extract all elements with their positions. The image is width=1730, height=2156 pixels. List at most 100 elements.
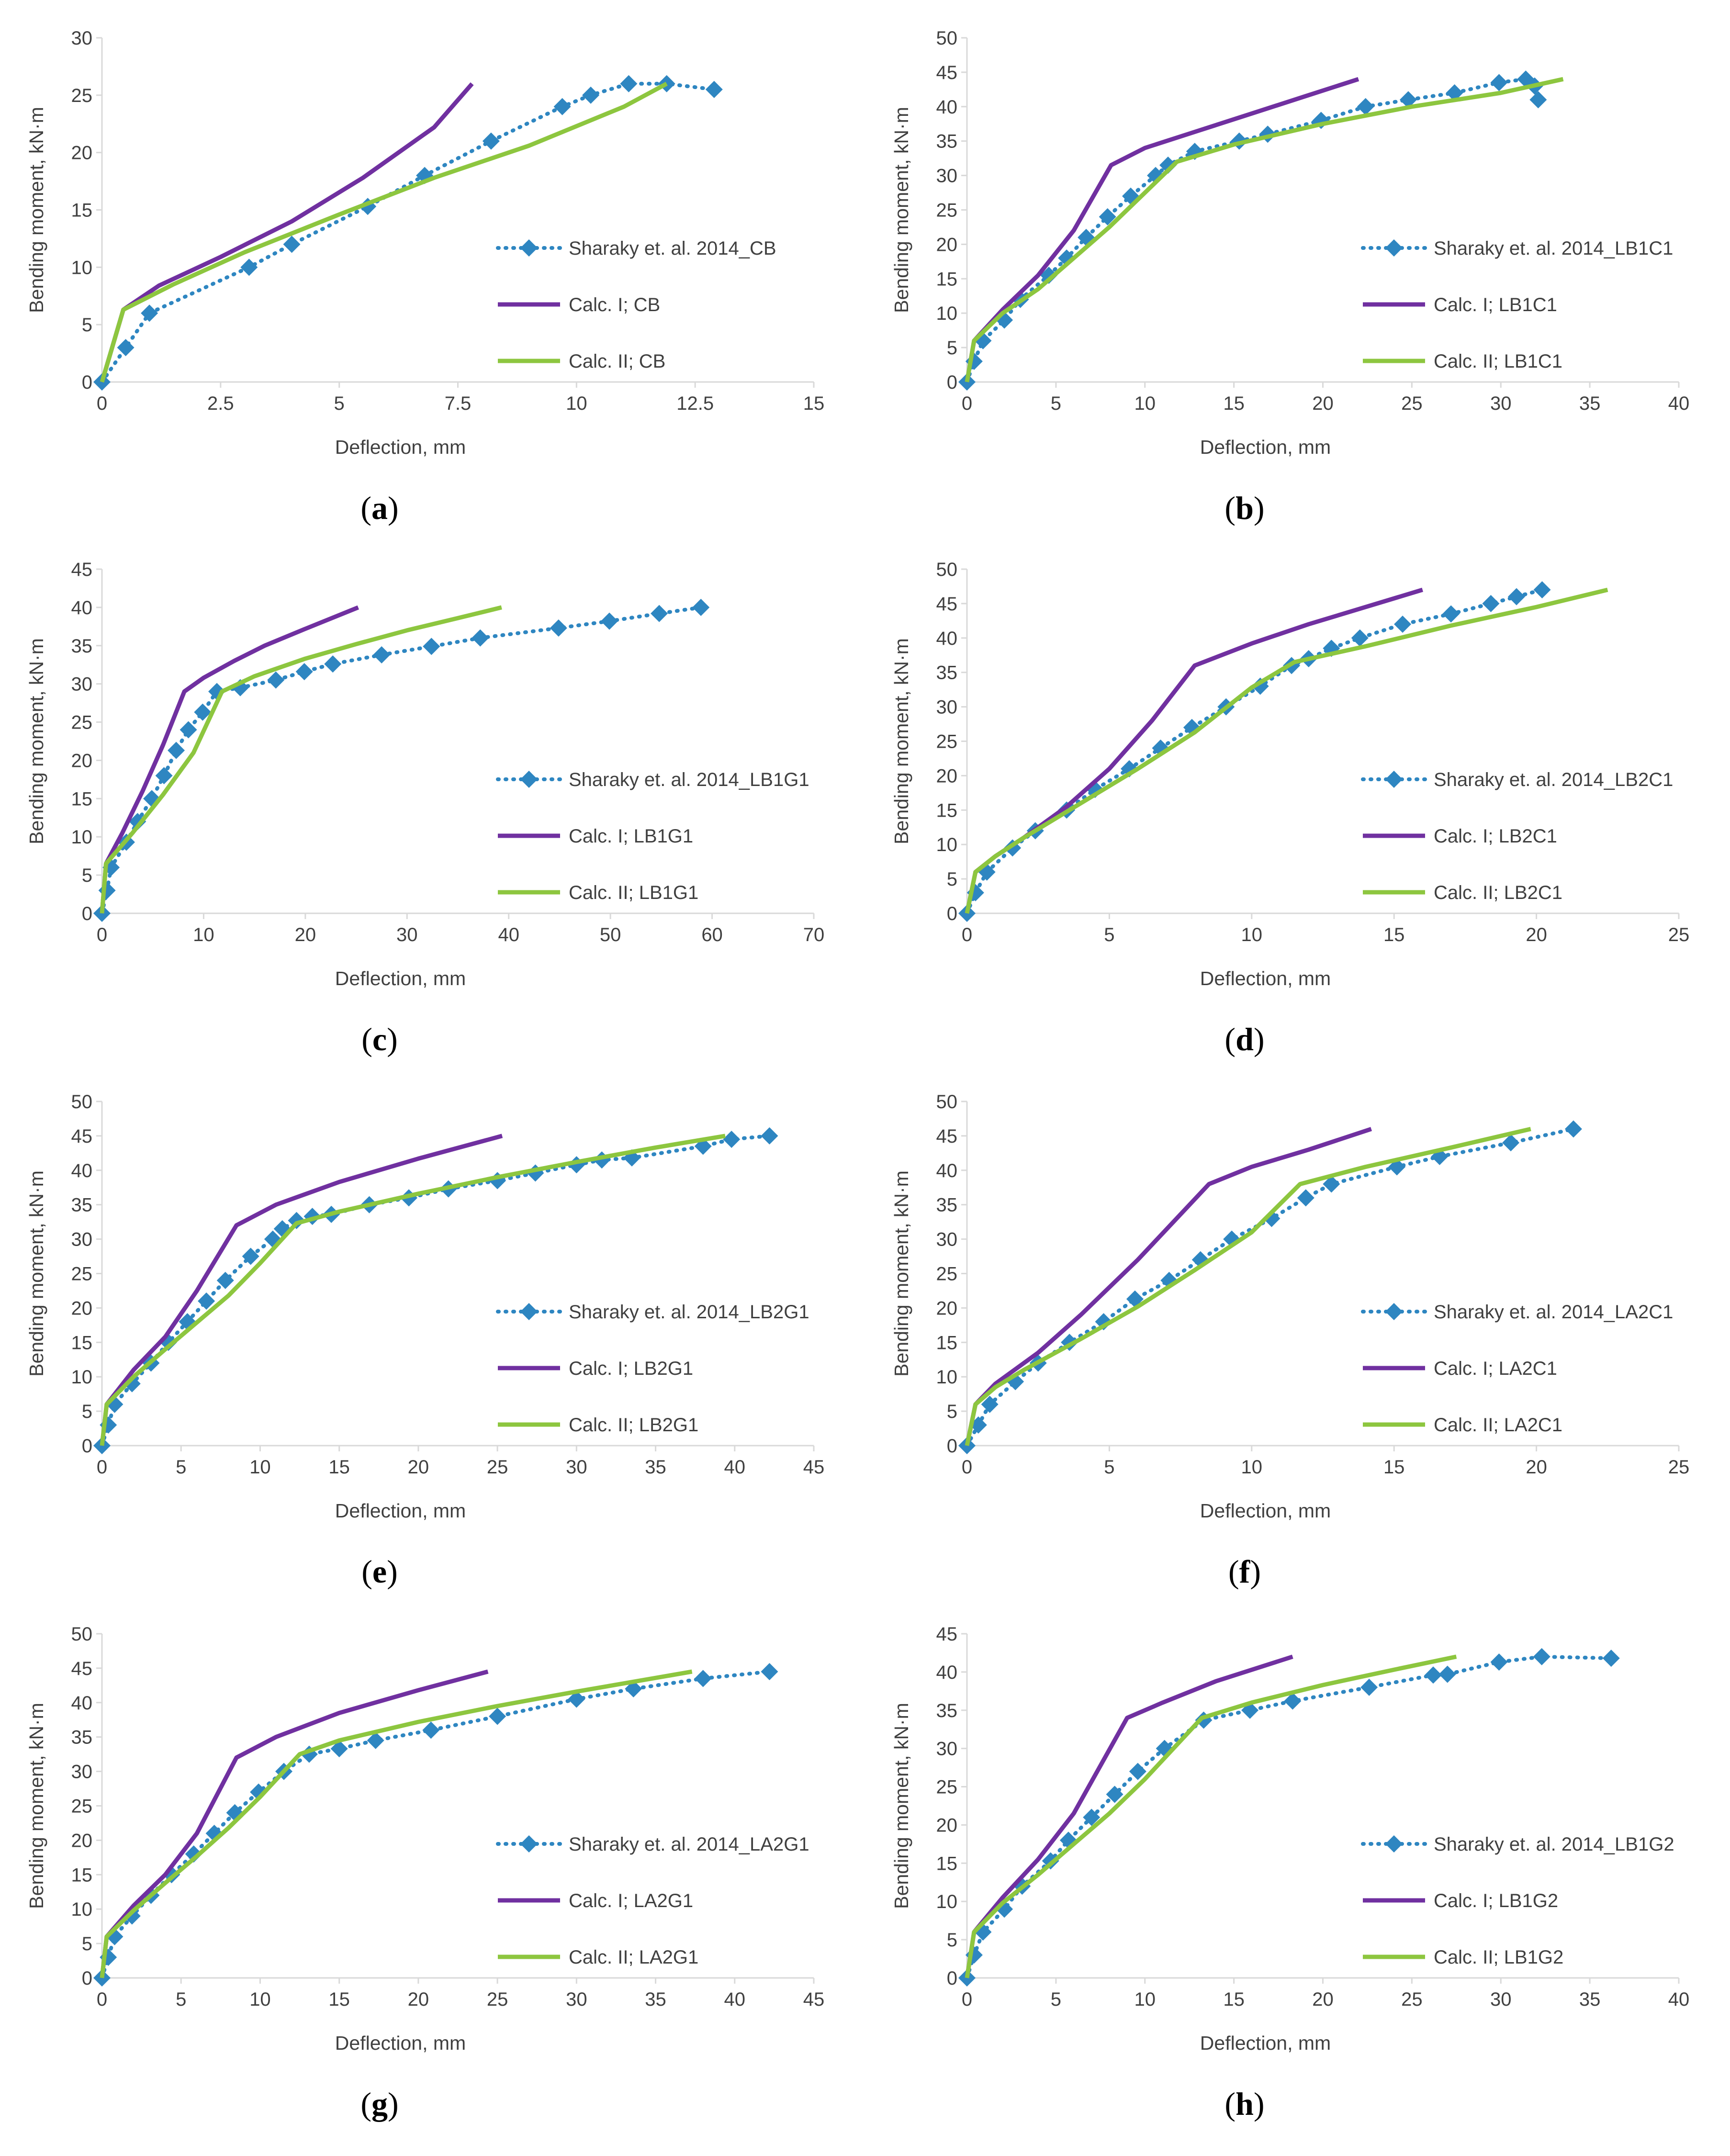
y-axis-title: Bending moment, kN·m: [25, 638, 47, 844]
y-tick-label: 35: [71, 636, 93, 657]
x-tick-label: 25: [1401, 393, 1423, 414]
series-line-calc1: [100, 605, 359, 914]
legend-entry: Calc. I; LB1C1: [1434, 294, 1557, 315]
chart-panel-c: 0 5 10 15 20 25 30 35 40 45 0 10 20 30 40 50 60 70 Deflect…: [0, 531, 865, 1060]
legend-entry: Calc. I; LB1G2: [1434, 1890, 1558, 1911]
y-tick-label: 20: [936, 1815, 958, 1836]
data-point-marker: [1564, 1120, 1582, 1138]
data-point-marker: [761, 1663, 778, 1681]
x-tick-label: 15: [1223, 1989, 1245, 2010]
y-tick-label: 35: [936, 663, 958, 684]
legend-entry: Calc. II; CB: [569, 351, 665, 372]
data-point-marker: [1191, 1251, 1209, 1269]
y-tick-label: 30: [71, 1229, 93, 1250]
x-tick-label: 70: [803, 924, 825, 945]
data-point-marker: [550, 619, 567, 637]
data-point-marker: [1121, 760, 1138, 778]
y-tick-label: 40: [936, 1662, 958, 1683]
y-tick-label: 25: [71, 1264, 93, 1285]
data-point-marker: [568, 1156, 585, 1174]
data-point-marker: [1126, 1290, 1144, 1308]
legend-entry: Calc. I; LB2G1: [569, 1358, 693, 1379]
x-tick-label: 5: [1104, 924, 1114, 945]
panel-caption-letter: b: [1236, 490, 1254, 526]
y-tick-label: 5: [947, 1930, 957, 1951]
y-tick-label: 30: [936, 1739, 958, 1760]
y-tick-label: 35: [936, 1195, 958, 1216]
panel-caption-letter: e: [372, 1553, 387, 1590]
data-point-marker: [1099, 208, 1116, 225]
legend-entry: Calc. I; LB1G1: [569, 826, 693, 847]
data-point-marker: [185, 1845, 202, 1863]
y-tick-label: 5: [82, 865, 92, 886]
panel-caption: (h): [1224, 2086, 1265, 2122]
x-tick-label: 20: [408, 1457, 429, 1478]
y-tick-label: 25: [936, 1264, 958, 1285]
x-axis-title: Deflection, mm: [1200, 436, 1331, 458]
x-tick-label: 5: [1051, 393, 1061, 414]
legend-entry: Calc. II; LA2C1: [1434, 1415, 1562, 1436]
data-point-marker: [694, 1670, 712, 1687]
data-point-marker: [1507, 588, 1525, 606]
legend-marker: [520, 771, 538, 788]
data-point-marker: [267, 671, 285, 689]
y-tick-label: 15: [936, 1332, 958, 1353]
legend-entry: Sharaky et. al. 2014_LB1G1: [569, 769, 809, 790]
x-tick-label: 25: [1401, 1989, 1423, 2010]
x-tick-label: 30: [1490, 393, 1512, 414]
x-tick-label: 40: [498, 924, 519, 945]
y-tick-label: 0: [82, 903, 92, 924]
x-tick-label: 50: [600, 924, 621, 945]
y-tick-label: 0: [82, 372, 92, 393]
data-point-marker: [761, 1127, 778, 1145]
legend-entry: Calc. I; LB2C1: [1434, 826, 1557, 847]
series-line-calc2: [965, 1654, 1457, 1978]
legend-entry: Calc. II; LB1C1: [1434, 351, 1562, 372]
x-axis-title: Deflection, mm: [335, 436, 466, 458]
data-point-marker: [1129, 1763, 1146, 1780]
data-point-marker: [692, 598, 710, 616]
x-tick-label: 35: [645, 1989, 666, 2010]
panel-caption-letter: f: [1239, 1553, 1250, 1590]
data-point-marker: [1360, 1678, 1378, 1696]
y-tick-label: 45: [71, 1126, 93, 1147]
y-tick-label: 10: [71, 1367, 93, 1388]
data-point-marker: [1159, 157, 1177, 174]
y-tick-label: 50: [936, 1091, 958, 1112]
y-tick-label: 50: [936, 559, 958, 580]
data-point-marker: [180, 721, 197, 739]
data-point-marker: [978, 863, 996, 881]
series-line-calc2: [100, 81, 668, 383]
x-tick-label: 40: [724, 1989, 746, 2010]
x-tick-label: 10: [1135, 393, 1156, 414]
series-line-calc2: [100, 1669, 693, 1978]
y-tick-label: 5: [947, 869, 957, 890]
y-tick-label: 35: [936, 131, 958, 152]
x-tick-label: 20: [408, 1989, 429, 2010]
data-point-marker: [273, 1220, 291, 1238]
x-tick-label: 10: [1241, 924, 1263, 945]
legend-entry: Calc. II; LB1G1: [569, 882, 698, 903]
x-axis-title: Deflection, mm: [335, 967, 466, 989]
x-axis-title: Deflection, mm: [335, 2032, 466, 2054]
x-tick-label: 10: [249, 1457, 271, 1478]
data-point-marker: [1394, 616, 1412, 633]
legend-entry: Calc. I; LA2G1: [569, 1890, 693, 1911]
x-tick-label: 0: [962, 1457, 972, 1478]
panel-caption-letter: a: [371, 490, 388, 526]
chart-svg-c: 0 5 10 15 20 25 30 35 40 45 0 10 20 30 40 50 60 70 Deflect…: [25, 559, 825, 989]
y-tick-label: 35: [71, 1195, 93, 1216]
chart-panel-h: 0 5 10 15 20 25 30 35 40 45 0 5 10 15 20 25 30 35 40 Deflec…: [865, 1596, 1730, 2125]
x-tick-label: 10: [1135, 1989, 1156, 2010]
data-point-marker: [658, 75, 675, 92]
data-point-marker: [705, 80, 723, 98]
legend-entry: Sharaky et. al. 2014_LB2G1: [569, 1302, 809, 1323]
legend-marker: [520, 239, 538, 257]
legend-entry: Sharaky et. al. 2014_LB2C1: [1434, 769, 1673, 790]
data-point-marker: [283, 236, 301, 253]
y-axis-title: Bending moment, kN·m: [890, 1170, 912, 1377]
y-tick-label: 15: [71, 788, 93, 809]
y-tick-label: 0: [82, 1968, 92, 1989]
x-tick-label: 15: [328, 1457, 350, 1478]
